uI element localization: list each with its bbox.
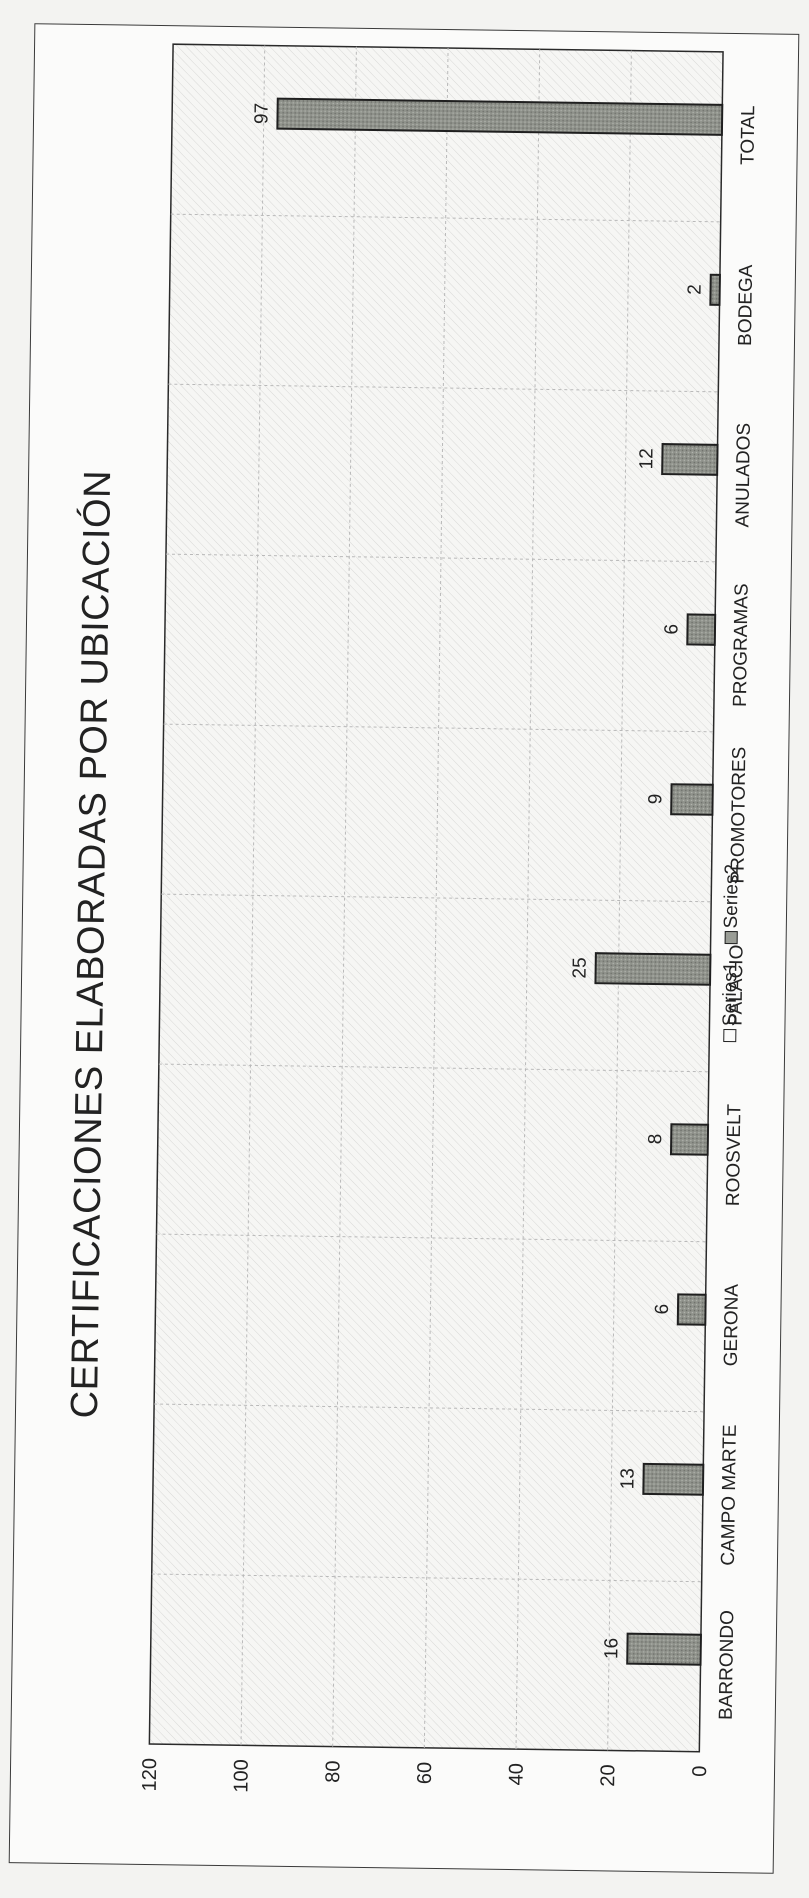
chart-frame: CERTIFICACIONES ELABORADAS POR UBICACIÓN… bbox=[8, 23, 800, 1874]
category-label: CAMPO MARTE bbox=[718, 1424, 741, 1565]
data-label: 6 bbox=[661, 624, 682, 635]
gridline-v bbox=[161, 893, 712, 903]
y-tick-label: 0 bbox=[689, 1766, 711, 1777]
gridline-h bbox=[607, 50, 632, 1751]
bar-programas bbox=[686, 613, 717, 646]
gridline-h bbox=[423, 48, 449, 1748]
bar-roosvelt bbox=[669, 1123, 710, 1156]
gridline-v bbox=[156, 1233, 707, 1243]
data-label: 2 bbox=[684, 284, 705, 295]
category-label: BARRONDO bbox=[716, 1610, 739, 1720]
legend-swatch-series1 bbox=[723, 1029, 737, 1043]
category-label: BODEGA bbox=[735, 264, 757, 346]
category-label: PALACIO bbox=[725, 945, 747, 1026]
legend-item-series2: Series2 bbox=[721, 864, 744, 945]
data-label: 25 bbox=[570, 957, 591, 978]
data-label: 97 bbox=[251, 103, 272, 124]
bar-promotores bbox=[670, 783, 714, 816]
bar-barrondo bbox=[626, 1632, 702, 1666]
data-label: 6 bbox=[652, 1304, 673, 1315]
y-tick-label: 80 bbox=[322, 1760, 344, 1783]
bar-gerona bbox=[676, 1293, 707, 1326]
bar-palacio bbox=[594, 952, 712, 986]
data-label: 16 bbox=[601, 1638, 622, 1659]
bar-anulados bbox=[661, 443, 719, 476]
chart-plot: 0 20 40 60 80 100 120 16 BARRONDO 13 CAMPO MARTE 6 G… bbox=[139, 43, 759, 1793]
category-label: GERONA bbox=[721, 1283, 743, 1366]
gridline-v bbox=[163, 723, 714, 733]
gridline-v bbox=[151, 1573, 702, 1583]
legend-swatch-series2 bbox=[725, 931, 739, 945]
data-label: 13 bbox=[617, 1468, 638, 1489]
bar-total bbox=[276, 97, 724, 136]
gridline-v bbox=[170, 213, 721, 223]
y-tick-label: 60 bbox=[414, 1762, 436, 1785]
gridline-v bbox=[154, 1403, 705, 1413]
y-tick-label: 100 bbox=[230, 1759, 252, 1793]
category-label: TOTAL bbox=[737, 105, 759, 165]
data-label: 8 bbox=[645, 1134, 666, 1145]
gridline-h bbox=[332, 46, 357, 1747]
data-label: 9 bbox=[645, 794, 666, 805]
data-label: 12 bbox=[636, 448, 657, 469]
gridline-v bbox=[168, 383, 719, 393]
legend-item-series1: Series1 bbox=[719, 962, 742, 1043]
y-tick-label: 40 bbox=[505, 1763, 527, 1786]
gridline-h bbox=[515, 49, 541, 1750]
category-label: PROGRAMAS bbox=[730, 583, 753, 707]
bar-campo-marte bbox=[642, 1462, 705, 1496]
y-tick-label: 20 bbox=[597, 1764, 619, 1787]
y-tick-label: 120 bbox=[139, 1758, 161, 1792]
category-label: ROOSVELT bbox=[723, 1104, 745, 1207]
gridline-v bbox=[165, 553, 716, 563]
category-label: ANULADOS bbox=[732, 423, 754, 528]
plot-area bbox=[148, 43, 724, 1753]
gridline-h bbox=[240, 45, 266, 1746]
category-label: PROMOTORES bbox=[727, 747, 750, 884]
legend-label-series2: Series2 bbox=[720, 863, 743, 929]
gridline-v bbox=[158, 1063, 709, 1073]
bar-bodega bbox=[709, 273, 721, 306]
legend-label-series1: Series1 bbox=[719, 961, 742, 1027]
